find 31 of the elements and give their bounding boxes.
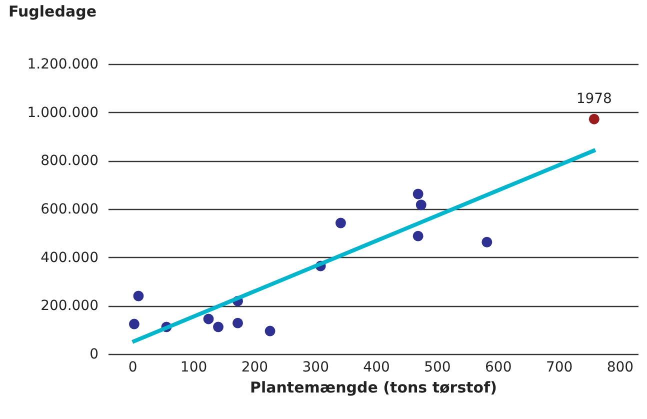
- annotation: 1978: [576, 91, 612, 108]
- y-tick-label: 1.000.000: [27, 104, 98, 121]
- y-tick-label: 200.000: [40, 298, 98, 314]
- point: [264, 326, 276, 336]
- point: [416, 200, 426, 210]
- y-axis-title: Fugledage: [8, 2, 97, 20]
- x-tick-label: 600: [485, 360, 512, 376]
- y-tick-label: 1.200.000: [27, 56, 98, 72]
- y-tick-label: 400.000: [40, 250, 98, 266]
- point: [213, 322, 224, 332]
- x-tick-label: 200: [241, 360, 268, 376]
- x-tick-label: 400: [363, 360, 390, 376]
- y-tick-label: 800.000: [40, 153, 98, 170]
- point: [133, 290, 144, 302]
- x-tick-label: 300: [302, 360, 329, 376]
- y-tick-label: 600.000: [40, 202, 98, 218]
- point: [412, 188, 424, 200]
- point: [232, 318, 244, 328]
- point: [588, 114, 600, 124]
- x-axis-title: Plantemængde (tons tørstof): [250, 378, 497, 396]
- point: [335, 218, 346, 228]
- x-tick-label: 100: [180, 360, 208, 376]
- x-tick-label: 700: [546, 360, 573, 376]
- point: [482, 236, 492, 248]
- point: [203, 314, 214, 324]
- x-tick-label: 800: [606, 360, 634, 376]
- x-tick-label: 0: [128, 360, 138, 376]
- y-tick-label: 0: [90, 346, 98, 362]
- x-tick-label: 500: [424, 360, 451, 376]
- point: [412, 230, 424, 242]
- point: [128, 318, 140, 330]
